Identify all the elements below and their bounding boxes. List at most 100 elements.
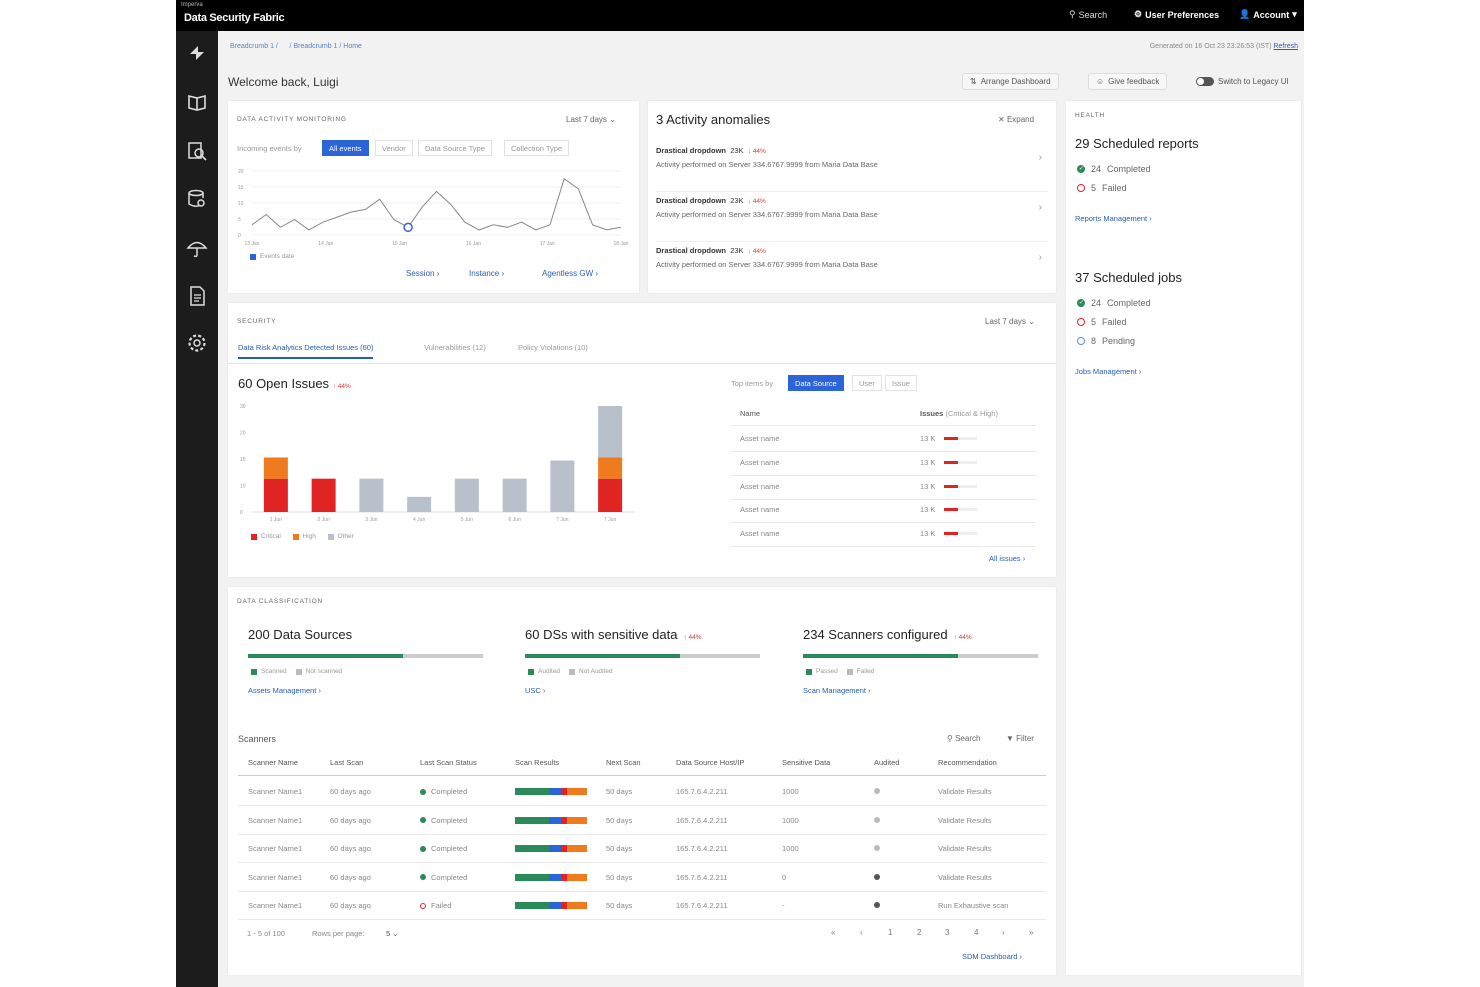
jobs-management-link[interactable]: Jobs Management › bbox=[1075, 367, 1142, 376]
recommendation[interactable]: Validate Results bbox=[938, 872, 992, 882]
tab-vulnerabilities[interactable]: Vulnerabilities (12) bbox=[424, 343, 486, 352]
page-2[interactable]: 2 bbox=[917, 928, 922, 937]
rows-per-page-select[interactable]: 5 ⌄ bbox=[386, 929, 399, 938]
brand-small: Imperva bbox=[181, 2, 203, 8]
chip-all-events[interactable]: All events bbox=[322, 140, 369, 156]
classification-card: DATA CLASSIFICATION bbox=[228, 587, 1056, 975]
arrange-dashboard-button[interactable]: ⇅ Arrange Dashboard bbox=[962, 73, 1059, 90]
data-point[interactable] bbox=[403, 222, 413, 233]
chip-issue[interactable]: Issue bbox=[885, 375, 917, 391]
breadcrumb: Breadcrumb 1 / / Breadcrumb 1 / Home bbox=[230, 43, 362, 50]
open-issues-label: 60 Open Issues bbox=[238, 376, 330, 391]
top-search-button[interactable]: ⚲ Search bbox=[1069, 9, 1107, 20]
table-row[interactable]: Asset name 13 K bbox=[731, 432, 1036, 452]
give-feedback-button[interactable]: ☺ Give feedback bbox=[1088, 73, 1168, 90]
table-row[interactable]: Asset name 13 K bbox=[731, 527, 1036, 548]
classification-link[interactable]: Assets Management › bbox=[248, 686, 321, 695]
anomaly-name: Drastical dropdown bbox=[656, 146, 727, 155]
chip-vendor[interactable]: Vendor bbox=[375, 140, 413, 156]
chip-user[interactable]: User bbox=[852, 375, 882, 391]
generated-info: Generated on 16 Oct 23 23:26:53 (IST) Re… bbox=[1150, 43, 1298, 50]
anomaly-item[interactable]: Drastical dropdown 23K ↓ 44% Activity per… bbox=[656, 244, 1048, 292]
page-4[interactable]: 4 bbox=[974, 928, 979, 937]
sidebar-home[interactable] bbox=[183, 39, 211, 67]
x-tick-label: 6 Jun bbox=[509, 517, 521, 523]
y-tick-label: 30 bbox=[240, 404, 246, 410]
recommendation[interactable]: Validate Results bbox=[938, 844, 992, 853]
anomaly-item[interactable]: Drastical dropdown 23K ↓ 44% Activity per… bbox=[656, 144, 1048, 192]
breadcrumb-item[interactable]: Breadcrumb 1 bbox=[293, 43, 338, 50]
toggle-switch[interactable] bbox=[1196, 77, 1214, 86]
error-icon bbox=[420, 902, 426, 909]
prev-page-button[interactable]: ‹ bbox=[860, 928, 863, 937]
host-ip: 165.7.6.4.2.211 bbox=[676, 901, 728, 910]
col-issues: Issues (Critical & High) bbox=[920, 409, 998, 418]
tab-detected-issues[interactable]: Data Risk Analytics Detected Issues (60) bbox=[238, 343, 374, 359]
row-divider bbox=[731, 546, 1036, 548]
chip-collection-type[interactable]: Collection Type bbox=[504, 140, 570, 156]
y-tick-label: 10 bbox=[240, 484, 246, 490]
legacy-ui-toggle[interactable]: Switch to Legacy UI bbox=[1189, 73, 1296, 90]
sidebar-discovery[interactable] bbox=[183, 137, 211, 165]
sidebar-activity[interactable] bbox=[183, 88, 211, 116]
table-row[interactable]: Asset name 13 K bbox=[731, 456, 1036, 476]
y-tick-label: 0 bbox=[238, 233, 241, 239]
scanner-name[interactable]: Scanner Name1 bbox=[248, 815, 303, 825]
row-divider bbox=[238, 805, 1046, 806]
tab-policy-violations[interactable]: Policy Violations (10) bbox=[518, 343, 588, 352]
session-link[interactable]: Session › bbox=[406, 269, 440, 278]
sidebar-database[interactable] bbox=[183, 185, 211, 213]
page-3[interactable]: 3 bbox=[945, 928, 950, 937]
anomaly-item[interactable]: Drastical dropdown 23K ↓ 44% Activity per… bbox=[656, 194, 1048, 242]
legend-swatch bbox=[250, 253, 256, 260]
expand-button[interactable]: ✕ Expand bbox=[998, 115, 1034, 124]
issues-bar bbox=[944, 532, 977, 536]
scanners-filter[interactable]: ▼ Filter bbox=[1006, 734, 1034, 743]
sensitive-data: 1000 bbox=[782, 787, 799, 796]
scan-results-bar bbox=[515, 902, 587, 909]
table-row[interactable]: Asset name 13 K bbox=[731, 480, 1036, 500]
user-preferences-button[interactable]: ⚙ User Preferences bbox=[1134, 9, 1219, 20]
sidebar-reports[interactable] bbox=[183, 282, 211, 310]
next-page-button[interactable]: › bbox=[1002, 928, 1005, 937]
link-label: Jobs Management bbox=[1075, 367, 1137, 376]
audited-icon bbox=[874, 788, 880, 794]
legend-label: Events date bbox=[260, 253, 295, 260]
last-page-button[interactable]: » bbox=[1029, 928, 1034, 937]
first-page-button[interactable]: « bbox=[831, 928, 836, 937]
chip-data-source[interactable]: Data Source bbox=[788, 375, 844, 391]
anomalies-title: 3 Activity anomalies bbox=[656, 112, 771, 127]
sdm-dashboard-link[interactable]: SDM Dashboard › bbox=[962, 952, 1023, 961]
period-dropdown[interactable]: Last 7 days ⌄ bbox=[985, 317, 1035, 326]
page-1[interactable]: 1 bbox=[888, 928, 893, 937]
recommendation[interactable]: Validate Results bbox=[938, 787, 992, 796]
classification-link[interactable]: Scan Management › bbox=[803, 686, 871, 695]
scanner-col-header[interactable]: Sensitive Data bbox=[782, 758, 831, 767]
agentless-gw-link[interactable]: Agentless GW › bbox=[542, 269, 599, 278]
sidebar-protection[interactable] bbox=[183, 234, 211, 262]
account-button[interactable]: 👤 Account ▾ bbox=[1239, 9, 1297, 20]
bar-high bbox=[263, 457, 288, 479]
chip-data-source-type[interactable]: Data Source Type bbox=[418, 140, 492, 156]
scanners-search[interactable]: ⚲ Search bbox=[947, 734, 980, 743]
audited-icon bbox=[874, 845, 880, 851]
reports-management-link[interactable]: Reports Management › bbox=[1075, 214, 1152, 223]
recommendation[interactable]: Run Exhaustive scan bbox=[938, 901, 1009, 910]
progress-bar bbox=[803, 654, 1038, 658]
recommendation[interactable]: Validate Results bbox=[938, 815, 992, 825]
all-issues-link[interactable]: All issues › bbox=[989, 554, 1026, 563]
instance-link[interactable]: Instance › bbox=[469, 269, 505, 278]
period-dropdown[interactable]: Last 7 days ⌄ bbox=[566, 115, 616, 124]
sensitive-data: 0 bbox=[782, 872, 787, 882]
scanner-name[interactable]: Scanner Name1 bbox=[248, 787, 303, 796]
scanner-col-header: Recommendation bbox=[938, 758, 997, 767]
refresh-link[interactable]: Refresh bbox=[1273, 43, 1298, 50]
scanner-name[interactable]: Scanner Name1 bbox=[248, 901, 303, 910]
table-row[interactable]: Asset name 13 K bbox=[731, 503, 1036, 524]
scanner-name[interactable]: Scanner Name1 bbox=[248, 844, 303, 853]
asset-issues: 13 K bbox=[920, 505, 936, 515]
breadcrumb-item[interactable]: Breadcrumb 1 bbox=[230, 43, 274, 50]
sidebar-settings[interactable] bbox=[183, 329, 211, 357]
classification-link[interactable]: USC › bbox=[525, 686, 546, 695]
scanner-name[interactable]: Scanner Name1 bbox=[248, 872, 303, 882]
